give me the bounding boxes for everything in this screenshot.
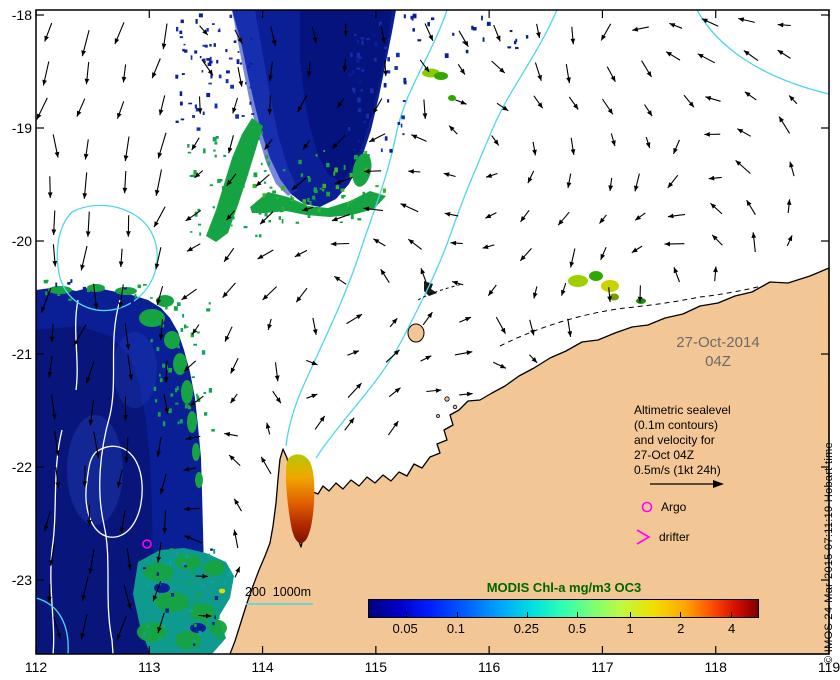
y-tick-label: -23 (11, 572, 32, 588)
colorbar-tick-mark (730, 612, 732, 617)
land-coastline (229, 267, 830, 655)
sealevel-note-line5: 0.5m/s (1kt 24h) (634, 463, 721, 477)
x-tick-label: 112 (24, 659, 48, 675)
axis-ticks (35, 10, 830, 654)
date-label: 27-Oct-2014 (676, 334, 760, 351)
x-tick-label: 118 (704, 659, 727, 675)
chl-green-wedge (206, 118, 263, 242)
colorbar-tick-mark (526, 612, 528, 617)
x-tick-label: 116 (477, 659, 501, 675)
colorbar-tick-label: 2 (677, 621, 685, 636)
muiron-island (444, 396, 450, 402)
colorbar-tick-label: 0.5 (568, 621, 587, 636)
drifter-marker-legend (636, 529, 651, 545)
legend-graphics (246, 480, 724, 605)
sealevel-note-line4: 27-Oct 04Z (634, 448, 695, 462)
colorbar-tick-label: 0.25 (513, 621, 539, 636)
sealevel-contours (35, 9, 830, 655)
y-tick-label: -21 (11, 346, 32, 362)
velocity-scale-arrowhead (713, 480, 724, 488)
date-hour-label: 04Z (705, 353, 731, 370)
colorbar-tick-mark (456, 612, 458, 617)
sealevel-note-line1: Altimetric sealevel (634, 403, 731, 417)
y-tick-label: -22 (11, 459, 32, 475)
colorbar-title: MODIS Chl-a mg/m3 OC3 (486, 580, 642, 595)
y-tick-label: -20 (11, 233, 32, 249)
x-tick-label: 119 (817, 659, 840, 675)
small-island-dark (424, 281, 437, 296)
velocity-vector-field (36, 17, 798, 641)
colorbar (368, 599, 759, 618)
barrow-island (407, 323, 425, 343)
x-tick-label: 115 (364, 659, 387, 675)
small-island (436, 414, 440, 418)
chlorophyll-speckles (40, 11, 529, 646)
argo-marker-legend (641, 501, 653, 513)
y-tick-label: -19 (11, 120, 32, 136)
bathymetry-legend-label: 200 1000m (245, 585, 312, 599)
bathymetry-contours-white (50, 299, 143, 655)
colorbar-tick-label: 0.05 (392, 621, 418, 636)
muiron-island (452, 404, 458, 410)
colorbar-tick-label: 1 (626, 621, 634, 636)
colorbar-tick-mark (405, 612, 407, 617)
x-tick-label: 117 (591, 659, 614, 675)
dashed-coastal-contours (417, 283, 763, 347)
argo-marker-map (142, 539, 152, 549)
map-frame (35, 9, 830, 655)
colorbar-tick-mark (629, 612, 631, 617)
x-tick-label: 114 (251, 659, 274, 675)
colorbar-tick-labels: 0.05 0.1 0.25 0.5 1 2 4 (368, 621, 759, 637)
drifter-label: drifter (659, 530, 690, 544)
sealevel-note-line3: and velocity for (634, 433, 715, 447)
colorbar-tick-label: 0.1 (446, 621, 466, 636)
argo-label: Argo (661, 500, 687, 514)
colorbar-tick-mark (680, 612, 682, 617)
colorbar-tick-label: 4 (728, 621, 736, 636)
y-tick-label: -18 (11, 7, 32, 23)
colorbar-tick-mark (577, 612, 579, 617)
sealevel-note-line2: (0.1m contours) (634, 418, 719, 432)
exmouth-gulf-bloom (286, 454, 315, 544)
credit-text: © IMOS 24-Mar-2015 07:11:19 Hobart time (823, 442, 835, 664)
chl-green-fringe (48, 284, 203, 488)
x-tick-label: 113 (138, 659, 161, 675)
islands (407, 281, 458, 418)
chl-coastal-patches (422, 68, 646, 304)
